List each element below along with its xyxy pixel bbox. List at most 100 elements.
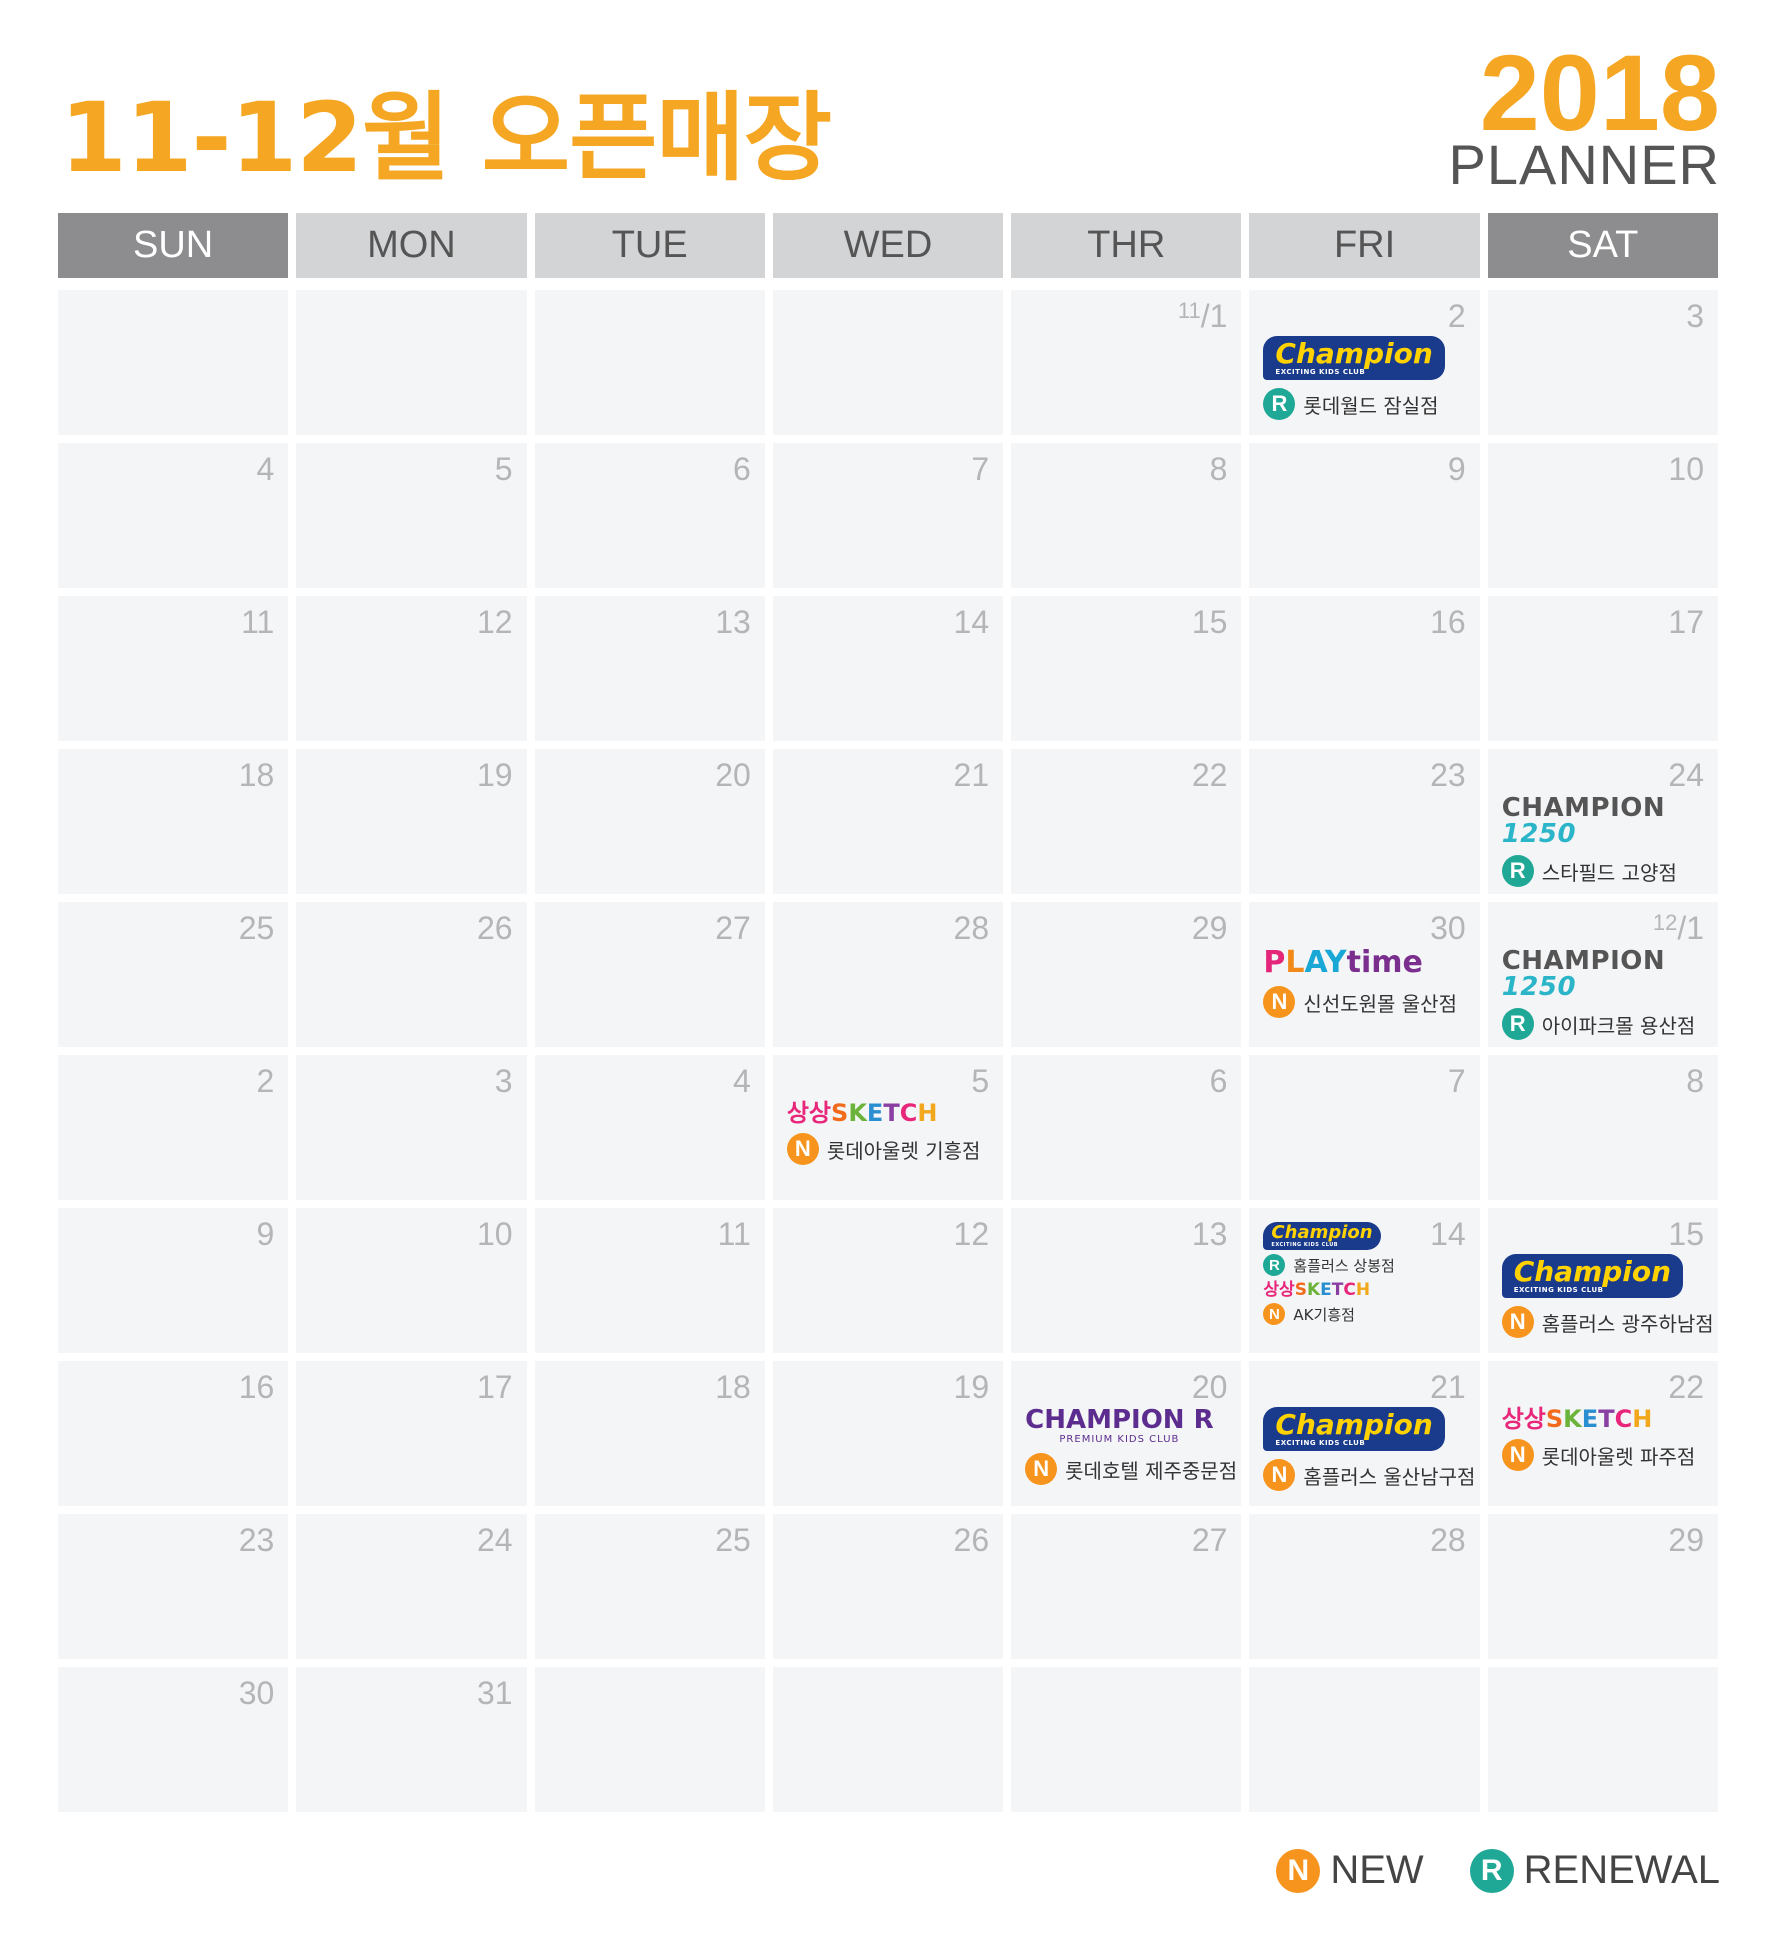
- calendar-day-cell[interactable]: 31: [296, 1667, 527, 1812]
- calendar-day-cell[interactable]: 22: [1011, 749, 1242, 894]
- calendar-day-cell[interactable]: 19: [296, 749, 527, 894]
- calendar-day-cell[interactable]: 7: [1249, 1055, 1480, 1200]
- calendar-day-cell[interactable]: [534, 1667, 765, 1812]
- store-name: 신선도원몰 울산점: [1303, 991, 1457, 1016]
- event-nov-2[interactable]: Champion EXCITING KIDS CLUB R 롯데월드 잠실점: [1263, 336, 1471, 420]
- calendar-day-cell[interactable]: 26: [296, 902, 527, 1047]
- calendar-day-cell[interactable]: 25: [534, 1514, 765, 1659]
- calendar-day-cell[interactable]: 4: [58, 443, 289, 588]
- calendar-day-cell[interactable]: 14: [772, 596, 1004, 741]
- store-name: 홈플러스 광주하남점: [1541, 1311, 1714, 1336]
- calendar-day-cell[interactable]: 7: [772, 443, 1004, 588]
- calendar-day-cell[interactable]: 20 CHAMPION R PREMIUM KIDS CLUB N 롯데호텔 제주중…: [1011, 1361, 1242, 1506]
- event-dec-5[interactable]: 상상SKETCH N 롯데아울렛 기흥점: [786, 1101, 995, 1165]
- calendar-day-cell[interactable]: [772, 290, 1004, 435]
- calendar-day-cell[interactable]: [1249, 1667, 1480, 1812]
- calendar-day-cell[interactable]: 22 상상SKETCH N 롯데아울렛 파주점: [1487, 1361, 1718, 1506]
- calendar-day-cell[interactable]: 15 Champion EXCITING KIDS CLUB N 홈플러스 광주하남…: [1487, 1208, 1718, 1353]
- calendar-day-cell[interactable]: 28: [772, 902, 1004, 1047]
- event-line: R 스타필드 고양점: [1501, 855, 1710, 887]
- event-dec-14[interactable]: Champion EXCITING KIDS CLUB R 홈플러스 상봉점 상상S…: [1263, 1222, 1471, 1329]
- calendar-day-cell[interactable]: 8: [1487, 1055, 1718, 1200]
- calendar-day-cell[interactable]: [58, 290, 289, 435]
- event-nov-24[interactable]: CHAMPION 1250 R 스타필드 고양점: [1501, 793, 1710, 887]
- calendar-day-cell[interactable]: 30 PLAYtime N 신선도원몰 울산점: [1249, 902, 1480, 1047]
- event-dec-21[interactable]: Champion EXCITING KIDS CLUB N 홈플러스 울산남구점: [1263, 1407, 1475, 1491]
- day-number: 11/1: [1177, 298, 1228, 334]
- calendar-day-cell[interactable]: 19: [772, 1361, 1004, 1506]
- day-number: 10: [1668, 451, 1704, 487]
- renewal-badge-icon: R: [1501, 1008, 1534, 1040]
- calendar-day-cell[interactable]: 14 Champion EXCITING KIDS CLUB R 홈플러스 상봉점 …: [1249, 1208, 1480, 1353]
- calendar-day-cell[interactable]: 5: [296, 443, 527, 588]
- day-number: 12/1: [1652, 910, 1704, 946]
- day-number: 21: [953, 757, 990, 793]
- calendar-day-cell[interactable]: 4: [534, 1055, 765, 1200]
- calendar-day-cell[interactable]: 2 Champion EXCITING KIDS CLUB R 롯데월드 잠실점: [1249, 290, 1480, 435]
- day-number: 4: [256, 451, 275, 487]
- calendar-day-cell[interactable]: [1487, 1667, 1718, 1812]
- weekday-fri: FRI: [1249, 213, 1480, 278]
- calendar-day-cell[interactable]: [772, 1667, 1004, 1812]
- calendar-day-cell[interactable]: 8: [1011, 443, 1242, 588]
- calendar-day-cell[interactable]: 10: [296, 1208, 527, 1353]
- calendar-day-cell[interactable]: 24: [296, 1514, 527, 1659]
- calendar-day-cell[interactable]: [1011, 1667, 1242, 1812]
- calendar-day-cell[interactable]: 23: [58, 1514, 289, 1659]
- calendar-day-cell[interactable]: 16: [1249, 596, 1480, 741]
- calendar-day-cell[interactable]: 3: [296, 1055, 527, 1200]
- calendar-day-cell[interactable]: 9: [58, 1208, 289, 1353]
- calendar-day-cell[interactable]: 17: [296, 1361, 527, 1506]
- day-number: 2: [1447, 298, 1466, 334]
- calendar-day-cell[interactable]: 23: [1249, 749, 1480, 894]
- calendar-day-cell[interactable]: 12: [296, 596, 527, 741]
- calendar-day-cell[interactable]: 29: [1011, 902, 1242, 1047]
- calendar-day-cell[interactable]: 25: [58, 902, 289, 1047]
- event-dec-1[interactable]: CHAMPION 1250 R 아이파크몰 용산점: [1501, 948, 1710, 1040]
- calendar-day-cell[interactable]: 3: [1487, 290, 1718, 435]
- calendar-day-cell[interactable]: 6: [534, 443, 765, 588]
- calendar-day-cell[interactable]: 11: [58, 596, 289, 741]
- calendar-day-cell[interactable]: 17: [1487, 596, 1718, 741]
- calendar-day-cell[interactable]: 10: [1487, 443, 1718, 588]
- calendar-day-cell[interactable]: 11/1: [1011, 290, 1242, 435]
- store-name: 홈플러스 울산남구점: [1303, 1464, 1476, 1489]
- calendar-day-cell[interactable]: 6: [1011, 1055, 1242, 1200]
- calendar-day-cell[interactable]: 13: [534, 596, 765, 741]
- calendar-day-cell[interactable]: 16: [58, 1361, 289, 1506]
- calendar-day-cell[interactable]: 21: [772, 749, 1004, 894]
- calendar-day-cell[interactable]: [296, 290, 527, 435]
- event-line: N 롯데아울렛 파주점: [1501, 1439, 1710, 1471]
- calendar-day-cell[interactable]: 12: [772, 1208, 1004, 1353]
- calendar-day-cell[interactable]: [534, 290, 765, 435]
- event-dec-22[interactable]: 상상SKETCH N 롯데아울렛 파주점: [1501, 1407, 1710, 1471]
- calendar-day-cell[interactable]: 26: [772, 1514, 1004, 1659]
- event-dec-15[interactable]: Champion EXCITING KIDS CLUB N 홈플러스 광주하남점: [1501, 1254, 1714, 1338]
- store-name: AK기흥점: [1293, 1305, 1355, 1324]
- planner-year: 2018: [1479, 32, 1720, 153]
- playtime-logo: PLAYtime: [1263, 945, 1423, 980]
- calendar-day-cell[interactable]: 18: [58, 749, 289, 894]
- calendar-day-cell[interactable]: 30: [58, 1667, 289, 1812]
- calendar-day-cell[interactable]: 9: [1249, 443, 1480, 588]
- calendar-day-cell[interactable]: 27: [534, 902, 765, 1047]
- calendar-day-cell[interactable]: 20: [534, 749, 765, 894]
- calendar-day-cell[interactable]: 12/1 CHAMPION 1250 R 아이파크몰 용산점: [1487, 902, 1718, 1047]
- calendar-day-cell[interactable]: 21 Champion EXCITING KIDS CLUB N 홈플러스 울산남구…: [1249, 1361, 1480, 1506]
- calendar-day-cell[interactable]: 11: [534, 1208, 765, 1353]
- calendar-day-cell[interactable]: 28: [1249, 1514, 1480, 1659]
- calendar-day-cell[interactable]: 15: [1011, 596, 1242, 741]
- calendar-day-cell[interactable]: 2: [58, 1055, 289, 1200]
- day-number: 23: [238, 1522, 275, 1558]
- champion-logo: Champion EXCITING KIDS CLUB: [1501, 1254, 1684, 1298]
- champion-1250-logo: CHAMPION 1250: [1501, 793, 1666, 849]
- calendar-day-cell[interactable]: 27: [1011, 1514, 1242, 1659]
- day-number: 25: [238, 910, 275, 946]
- calendar-day-cell[interactable]: 18: [534, 1361, 765, 1506]
- calendar-day-cell[interactable]: 13: [1011, 1208, 1242, 1353]
- calendar-day-cell[interactable]: 5 상상SKETCH N 롯데아울렛 기흥점: [772, 1055, 1004, 1200]
- event-dec-20[interactable]: CHAMPION R PREMIUM KIDS CLUB N 롯데호텔 제주중문점: [1025, 1407, 1237, 1485]
- calendar-day-cell[interactable]: 29: [1487, 1514, 1718, 1659]
- calendar-day-cell[interactable]: 24 CHAMPION 1250 R 스타필드 고양점: [1487, 749, 1718, 894]
- event-nov-30[interactable]: PLAYtime N 신선도원몰 울산점: [1263, 948, 1471, 1018]
